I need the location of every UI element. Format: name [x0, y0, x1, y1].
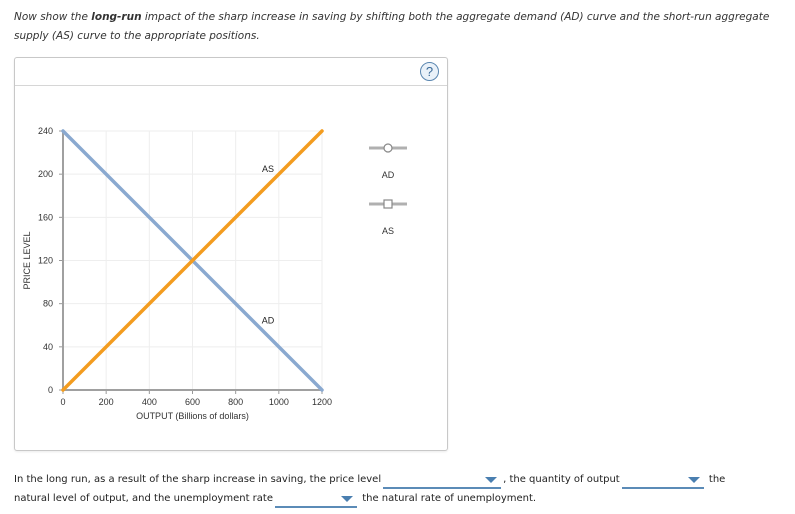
quantity-output-dropdown[interactable]	[621, 473, 704, 489]
as-curve-label: AS	[262, 164, 274, 174]
answer-text-1: In the long run, as a result of the shar…	[14, 474, 382, 485]
question-prompt: Now show the long-run impact of the shar…	[14, 8, 784, 46]
svg-text:160: 160	[38, 212, 53, 222]
svg-text:0: 0	[48, 385, 53, 395]
answer-text-2: , the quantity of output	[503, 474, 620, 485]
ad-curve-label: AD	[262, 315, 275, 325]
unemployment-rate-dropdown[interactable]	[275, 492, 357, 508]
ad-as-graph[interactable]: 0 200 400 600 800 1000 1200 0 40 80 120 160 200 240 O…	[0, 0, 795, 470]
svg-text:400: 400	[142, 397, 157, 407]
legend-label-ad: AD	[382, 170, 395, 180]
chevron-down-icon	[341, 496, 353, 502]
prompt-text: Now show the	[14, 11, 92, 23]
as-tool-icon[interactable]	[369, 199, 407, 209]
help-icon[interactable]: ?	[420, 62, 439, 81]
curves[interactable]: AD AS	[61, 129, 324, 392]
svg-text:1200: 1200	[312, 397, 332, 407]
chevron-down-icon	[687, 477, 700, 483]
curve-tool-palette[interactable]: AD AS	[369, 143, 407, 236]
prompt-emphasis: long-run	[91, 11, 142, 23]
panel-header: ?	[15, 58, 447, 86]
svg-text:1000: 1000	[269, 397, 289, 407]
svg-text:0: 0	[60, 397, 65, 407]
chevron-down-icon	[485, 477, 498, 483]
graph-panel: ?	[14, 57, 448, 451]
y-axis-label: PRICE LEVEL	[22, 231, 32, 289]
svg-text:240: 240	[38, 126, 53, 136]
answer-text-3: the	[708, 474, 726, 485]
svg-text:600: 600	[185, 397, 200, 407]
svg-text:80: 80	[43, 299, 53, 309]
prompt-text-cont: impact of the sharp increase in saving b…	[14, 11, 770, 42]
svg-text:200: 200	[38, 169, 53, 179]
answer-text-5: the natural rate of unemployment.	[362, 493, 537, 504]
x-axis-label: OUTPUT (Billions of dollars)	[136, 411, 249, 421]
chart-axes	[59, 130, 323, 394]
svg-text:800: 800	[228, 397, 243, 407]
axis-ticks: 0 200 400 600 800 1000 1200 0 40 80 120 160 200 240	[38, 126, 332, 407]
legend-label-as: AS	[382, 226, 394, 236]
svg-text:120: 120	[38, 256, 53, 266]
answer-text-4: natural level of output, and the unemplo…	[14, 493, 273, 504]
price-level-dropdown[interactable]	[383, 473, 502, 489]
as-curve[interactable]	[61, 129, 324, 392]
ad-tool-icon[interactable]	[369, 143, 407, 153]
svg-text:40: 40	[43, 342, 53, 352]
svg-text:200: 200	[99, 397, 114, 407]
answer-section: In the long run, as a result of the shar…	[14, 470, 784, 508]
